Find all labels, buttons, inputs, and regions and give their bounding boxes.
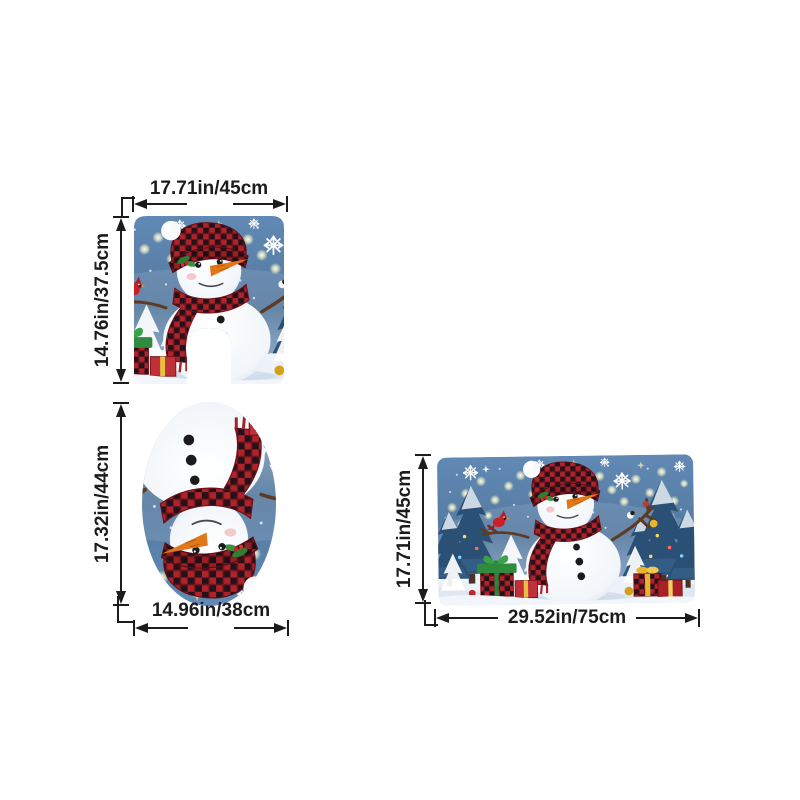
- dim-arrow-left-icon: [135, 623, 148, 633]
- dim-arrow-right-icon: [274, 623, 287, 633]
- dim-arrow-down-icon: [116, 369, 126, 382]
- bath-mat-height-dimension: [415, 454, 431, 604]
- dim-extension-elbow: [121, 197, 135, 217]
- bath-mat-snowman-art: [437, 454, 695, 606]
- dim-arrow-right-icon: [685, 613, 698, 623]
- lid-cover-image: [142, 402, 276, 606]
- contour-mat-height-dimension: [113, 216, 129, 384]
- dim-arrow-left-icon: [134, 199, 147, 209]
- dim-tick: [113, 382, 129, 384]
- dim-tick: [434, 609, 436, 627]
- bath-mat-width-dimension: 29.52in/75cm: [434, 607, 700, 628]
- dim-tick: [113, 402, 129, 404]
- bath-mat-width-label: 29.52in/75cm: [507, 607, 627, 628]
- lid-cover-height-label: 17.32in/44cm: [92, 444, 113, 564]
- dim-arrow-right-icon: [273, 199, 286, 209]
- bath-mat-height-label: 17.71in/45cm: [394, 469, 415, 589]
- dim-arrow-up-icon: [116, 218, 126, 231]
- dim-arrow-down-icon: [116, 591, 126, 604]
- lid-cover-snowman-art: [142, 402, 276, 606]
- dim-line: [120, 417, 122, 591]
- dim-line: [147, 203, 187, 205]
- dim-line: [449, 617, 498, 619]
- dim-tick: [287, 620, 289, 636]
- dim-tick: [133, 620, 135, 636]
- dim-arrow-down-icon: [418, 589, 428, 602]
- dim-tick: [113, 216, 129, 218]
- contour-mat-snowman-art: [134, 216, 284, 384]
- dim-tick: [415, 602, 431, 604]
- dim-arrow-up-icon: [116, 404, 126, 417]
- bath-mat-image: [437, 454, 695, 606]
- dim-line: [234, 627, 274, 629]
- lid-cover-width-label: 14.96in/38cm: [151, 600, 271, 621]
- contour-mat-width-dimension: [132, 196, 288, 212]
- dim-extension-elbow: [424, 600, 438, 626]
- lid-cover-width-dimension: [133, 620, 289, 636]
- dim-tick: [132, 196, 134, 212]
- dim-tick: [286, 196, 288, 212]
- dim-arrow-left-icon: [436, 613, 449, 623]
- dim-line: [120, 231, 122, 369]
- contour-mat-image: [134, 216, 284, 384]
- dim-tick: [415, 454, 431, 456]
- dim-arrow-up-icon: [418, 456, 428, 469]
- dim-line: [233, 203, 273, 205]
- dim-line: [636, 617, 685, 619]
- contour-mat-height-label: 14.76in/37.5cm: [92, 232, 113, 368]
- dim-tick: [113, 604, 129, 606]
- dim-extension-elbow: [117, 596, 134, 623]
- dim-tick: [698, 609, 700, 627]
- dim-line: [148, 627, 188, 629]
- dim-line: [422, 469, 424, 589]
- contour-mat-width-label: 17.71in/45cm: [149, 178, 269, 199]
- lid-cover-height-dimension: [113, 402, 129, 606]
